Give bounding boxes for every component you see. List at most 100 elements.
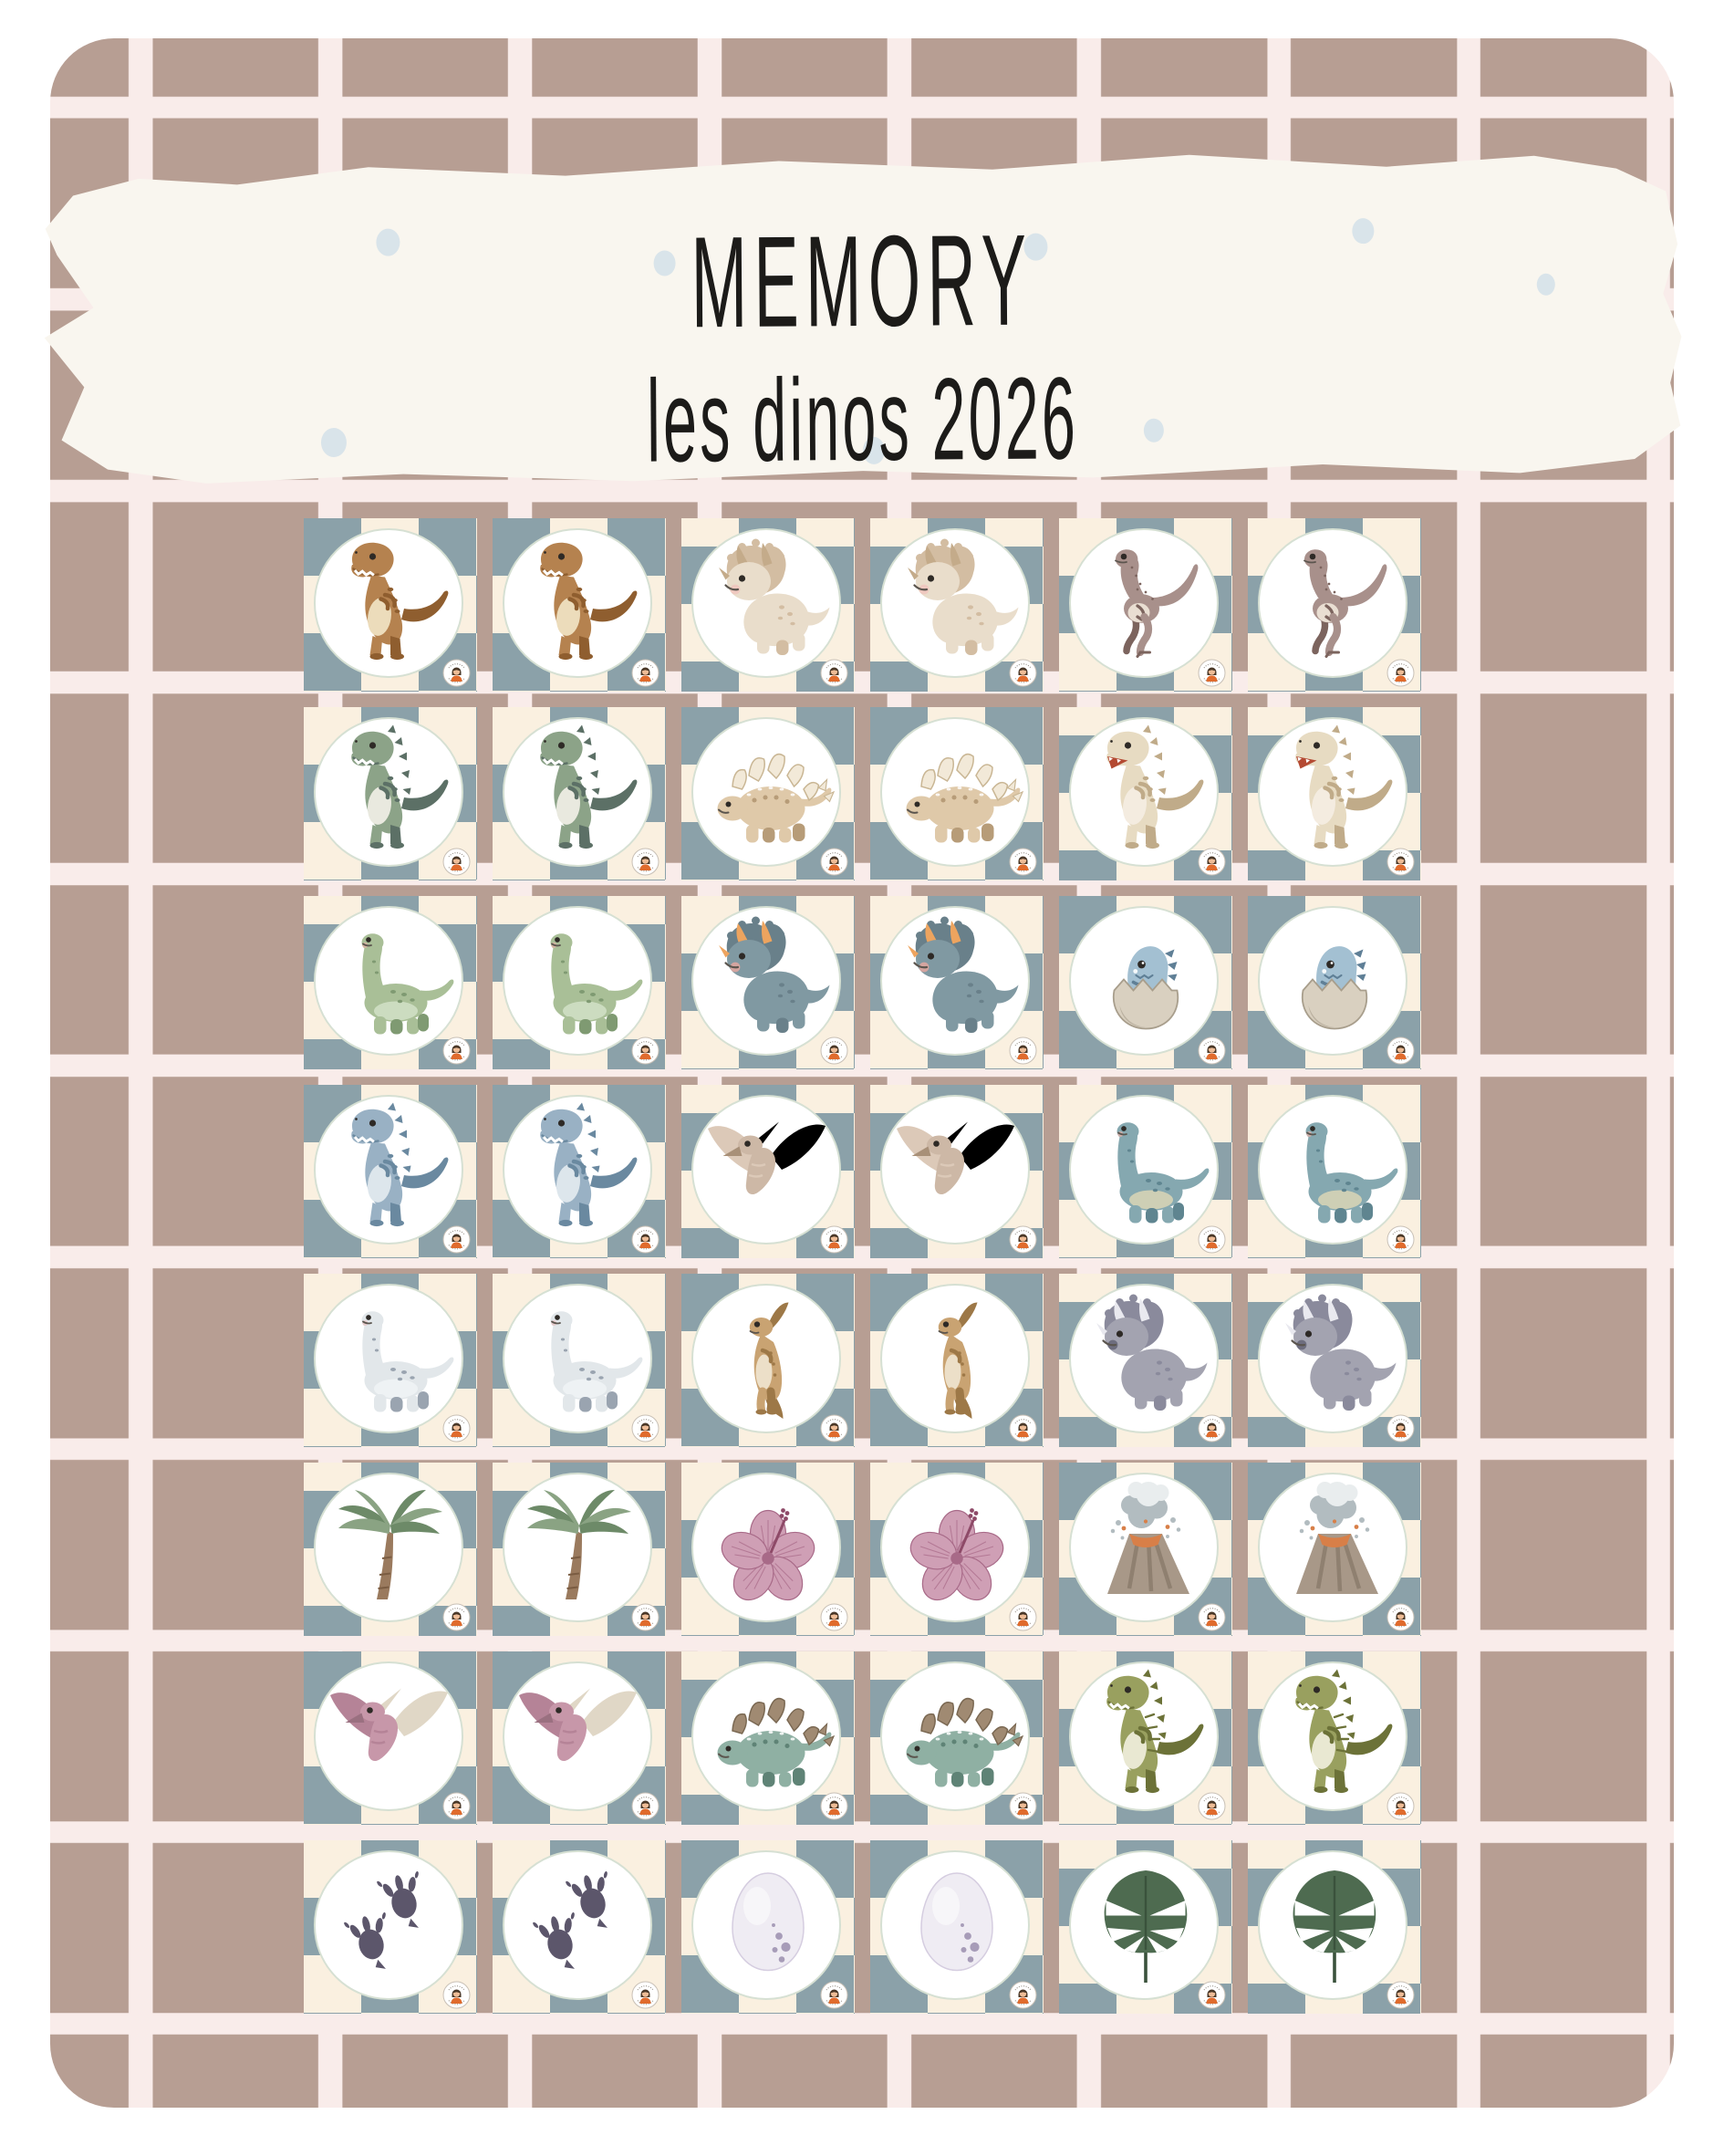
maker-logo-stamp [1009, 848, 1037, 876]
memory-card-trex-cream[interactable] [1059, 707, 1232, 880]
diplodocus-pale-icon [550, 1311, 643, 1412]
title-banner: MEMORY les dinos 2026 [40, 145, 1684, 487]
memory-card-trex-green[interactable] [493, 707, 666, 880]
trex-green-icon [540, 724, 638, 849]
memory-card-volcano[interactable] [1059, 1463, 1232, 1636]
maker-logo-stamp [1386, 1414, 1415, 1443]
memory-card-triceratops-blue[interactable] [681, 896, 855, 1069]
baby-dino-egg-icon [1301, 946, 1368, 1030]
memory-card-palm-tree[interactable] [304, 1463, 477, 1636]
hibiscus-pink-icon [721, 1508, 815, 1601]
memory-card-diplodocus-pale[interactable] [304, 1274, 477, 1447]
stegosaurus-beige-icon [906, 753, 1024, 843]
memory-card-hibiscus-pink[interactable] [681, 1463, 855, 1636]
card-illustration-circle [503, 1850, 652, 2000]
memory-card-diplodocus-pale[interactable] [493, 1274, 666, 1447]
memory-card-parasaurolophus-tan[interactable] [681, 1274, 855, 1447]
memory-card-stegosaurus-teal[interactable] [870, 1651, 1044, 1825]
memory-card-baby-dino-egg[interactable] [1059, 896, 1232, 1069]
maker-logo-stamp [1009, 1036, 1037, 1065]
memory-card-dino-egg[interactable] [681, 1840, 855, 2014]
memory-card-dino-egg[interactable] [870, 1840, 1044, 2014]
card-illustration-circle [1069, 1095, 1219, 1245]
memory-card-triceratops-beige[interactable] [681, 518, 855, 692]
volcano-icon [1296, 1482, 1378, 1594]
memory-card-volcano[interactable] [1248, 1463, 1421, 1636]
memory-card-velociraptor-brown[interactable] [1248, 518, 1421, 692]
memory-card-triceratops-beige[interactable] [870, 518, 1044, 692]
page-title: MEMORY [690, 207, 1033, 356]
footprints-icon [344, 1870, 419, 1969]
memory-card-trex-olive[interactable] [1059, 1651, 1232, 1825]
maker-logo-stamp [442, 848, 471, 876]
maker-logo-stamp [1009, 1603, 1037, 1631]
memory-card-hibiscus-pink[interactable] [870, 1463, 1044, 1636]
palm-tree-icon [338, 1490, 442, 1599]
pterodactyl-pink-icon [519, 1688, 637, 1762]
memory-card-footprints[interactable] [493, 1840, 666, 2014]
maker-logo-stamp [1386, 848, 1415, 876]
memory-card-trex-blue[interactable] [304, 1085, 477, 1258]
triceratops-blue-icon [908, 916, 1019, 1033]
maker-logo-stamp [1198, 1225, 1226, 1254]
memory-card-trex-blue[interactable] [493, 1085, 666, 1258]
memory-card-brontosaurus-blue[interactable] [1059, 1085, 1232, 1258]
memory-card-pterodactyl-pink[interactable] [304, 1651, 477, 1825]
pterodactyl-tan-icon [897, 1121, 1014, 1195]
memory-card-stegosaurus-beige[interactable] [681, 707, 855, 880]
memory-card-parasaurolophus-tan[interactable] [870, 1274, 1044, 1447]
memory-card-stegosaurus-teal[interactable] [681, 1651, 855, 1825]
memory-card-triceratops-gray[interactable] [1248, 1274, 1421, 1447]
plaid-background: MEMORY les dinos 2026 [50, 38, 1674, 2108]
trex-green-icon [351, 724, 449, 849]
memory-card-pterodactyl-tan[interactable] [870, 1085, 1044, 1258]
card-illustration-circle [314, 1473, 463, 1622]
maker-logo-stamp [1009, 1792, 1037, 1820]
memory-card-trex-green[interactable] [304, 707, 477, 880]
memory-card-footprints[interactable] [304, 1840, 477, 2014]
monstera-leaf-icon [1293, 1870, 1376, 1983]
memory-card-trex-cream[interactable] [1248, 707, 1421, 880]
memory-card-trex-brown[interactable] [493, 518, 666, 692]
maker-logo-stamp [631, 1414, 659, 1443]
memory-card-triceratops-blue[interactable] [870, 896, 1044, 1069]
memory-card-monstera-leaf[interactable] [1248, 1840, 1421, 2014]
baby-dino-egg-icon [1112, 946, 1179, 1030]
memory-card-trex-brown[interactable] [304, 518, 477, 692]
memory-card-pterodactyl-tan[interactable] [681, 1085, 855, 1258]
dino-egg-icon [920, 1872, 993, 1972]
maker-logo-stamp [820, 659, 848, 687]
velociraptor-brown-icon [1303, 549, 1387, 658]
stegosaurus-teal-icon [906, 1697, 1024, 1787]
memory-card-triceratops-gray[interactable] [1059, 1274, 1232, 1447]
trex-brown-icon [351, 542, 449, 661]
maker-logo-stamp [631, 1603, 659, 1631]
volcano-icon [1107, 1482, 1189, 1594]
maker-logo-stamp [1009, 659, 1037, 687]
trex-blue-icon [351, 1102, 449, 1227]
memory-card-brontosaurus-green[interactable] [304, 896, 477, 1069]
memory-card-palm-tree[interactable] [493, 1463, 666, 1636]
maker-logo-stamp [820, 1414, 848, 1443]
velociraptor-brown-icon [1115, 549, 1199, 658]
footprints-icon [533, 1870, 608, 1969]
memory-card-brontosaurus-blue[interactable] [1248, 1085, 1421, 1258]
memory-card-pterodactyl-pink[interactable] [493, 1651, 666, 1825]
memory-card-trex-olive[interactable] [1248, 1651, 1421, 1825]
maker-logo-stamp [1386, 1225, 1415, 1254]
parasaurolophus-tan-icon [749, 1302, 789, 1419]
triceratops-gray-icon [1285, 1294, 1397, 1411]
memory-card-monstera-leaf[interactable] [1059, 1840, 1232, 2014]
memory-card-brontosaurus-green[interactable] [493, 896, 666, 1069]
trex-cream-icon [1106, 724, 1204, 849]
pterodactyl-tan-icon [708, 1121, 826, 1195]
maker-logo-stamp [820, 848, 848, 876]
maker-logo-stamp [1009, 1981, 1037, 2009]
maker-logo-stamp [1386, 1981, 1415, 2009]
card-illustration-circle [314, 906, 463, 1056]
maker-logo-stamp [631, 848, 659, 876]
memory-card-velociraptor-brown[interactable] [1059, 518, 1232, 692]
palm-tree-icon [527, 1490, 631, 1599]
memory-card-baby-dino-egg[interactable] [1248, 896, 1421, 1069]
memory-card-stegosaurus-beige[interactable] [870, 707, 1044, 880]
